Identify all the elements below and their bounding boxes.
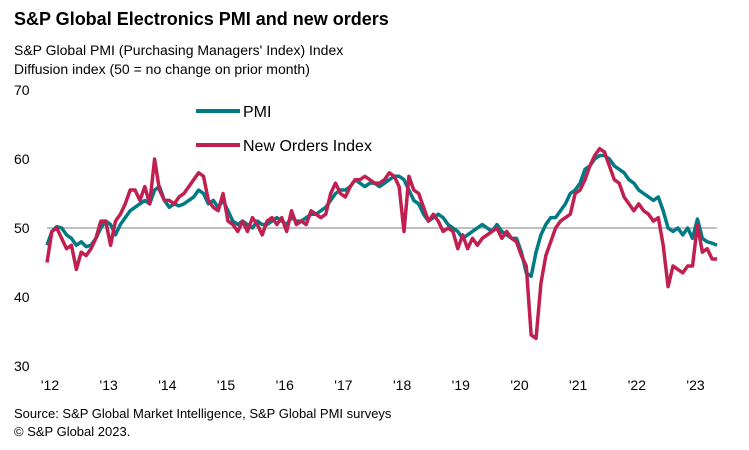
x-tick-label: '22 <box>628 377 646 393</box>
x-tick-label: '18 <box>393 377 411 393</box>
y-tick-label: 60 <box>14 151 30 167</box>
x-tick-label: '20 <box>510 377 528 393</box>
y-tick-label: 40 <box>14 289 30 305</box>
x-tick-label: '19 <box>452 377 470 393</box>
source: © S&P Global 2023. <box>14 424 130 439</box>
x-tick-label: '12 <box>41 377 59 393</box>
y-tick-label: 70 <box>14 82 30 98</box>
x-tick-label: '16 <box>276 377 294 393</box>
y-tick-label: 50 <box>14 220 30 236</box>
legend-label: New Orders Index <box>243 138 372 155</box>
source: Source: S&P Global Market Intelligence, … <box>14 406 392 421</box>
chart-title: S&P Global Electronics PMI and new order… <box>14 9 389 29</box>
x-tick-label: '21 <box>569 377 587 393</box>
y-tick-label: 30 <box>14 358 30 374</box>
x-tick-label: '13 <box>100 377 118 393</box>
x-tick-label: '15 <box>217 377 235 393</box>
series-line <box>45 146 717 341</box>
subtitle: Diffusion index (50 = no change on prior… <box>14 61 310 77</box>
series-line <box>45 153 718 279</box>
x-tick-label: '17 <box>334 377 352 393</box>
legend-label: PMI <box>243 104 271 121</box>
subtitle: S&P Global PMI (Purchasing Managers' Ind… <box>14 42 343 58</box>
x-tick-label: '23 <box>686 377 704 393</box>
x-tick-label: '14 <box>158 377 176 393</box>
